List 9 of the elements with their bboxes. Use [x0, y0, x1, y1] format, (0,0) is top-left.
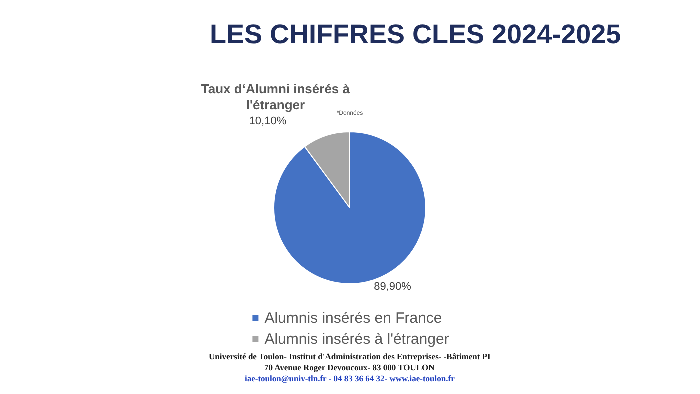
text: 70 Avenue Roger Devoucoux- 83 000 TOULON [264, 362, 436, 372]
text: Université de Toulon- Institut d'Administration des Entreprises- -Bâtiment PI [209, 352, 492, 362]
chart-subtitle: Taux d‘Alumni insérés à l'étranger [201, 82, 351, 112]
legend-label: Alumnis insérés à l'étranger [264, 331, 450, 348]
data-label: 89,90% [374, 280, 412, 293]
data-label: 10,10% [249, 116, 287, 128]
chart-title: LES CHIFFRES CLES 2024-2025 [210, 20, 622, 50]
text: iae-toulon@univ-tln.fr - 04 83 36 64 32- www.iae-toulon.fr [244, 374, 456, 384]
legend-label: Alumnis insérés en France [264, 310, 442, 327]
